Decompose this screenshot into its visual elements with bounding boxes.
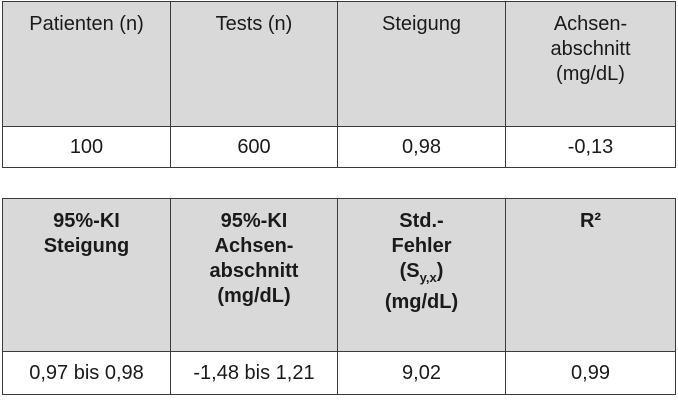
cell: -0,13 [505, 126, 676, 168]
header-text: Std.- [399, 210, 444, 232]
header-text: (mg/dL) [384, 291, 459, 313]
cell: -1,48 bis 1,21 [170, 351, 338, 395]
cell: 600 [170, 126, 338, 168]
header-cell: Tests (n) [170, 1, 338, 127]
header-cell: 95%-KI Achsen- abschnitt (mg/dL) [170, 198, 338, 352]
header-cell: Steigung [337, 1, 506, 127]
data-row: 100 600 0,98 -0,13 [2, 126, 676, 168]
header-cell: Std.- Fehler (Sy,x) (mg/dL) [337, 198, 506, 352]
cell: 9,02 [337, 351, 506, 395]
data-row: 0,97 bis 0,98 -1,48 bis 1,21 9,02 0,99 [2, 351, 676, 395]
header-row: Patienten (n) Tests (n) Steigung Achsen-… [2, 1, 676, 127]
header-row: 95%-KI Steigung 95%-KI Achsen- abschnitt… [2, 198, 676, 352]
header-cell: 95%-KI Steigung [2, 198, 171, 352]
cell: 0,99 [505, 351, 676, 395]
header-text: Fehler [391, 235, 452, 257]
header-cell: Patienten (n) [2, 1, 171, 127]
confidence-table: 95%-KI Steigung 95%-KI Achsen- abschnitt… [2, 198, 676, 395]
cell: 100 [2, 126, 171, 168]
subscript: y,x [419, 270, 437, 285]
regression-table: Patienten (n) Tests (n) Steigung Achsen-… [2, 1, 676, 168]
header-text: ) [436, 260, 444, 282]
cell: 0,97 bis 0,98 [2, 351, 171, 395]
header-cell: R² [505, 198, 676, 352]
header-cell: Achsen- abschnitt (mg/dL) [505, 1, 676, 127]
header-text: (S [399, 260, 420, 282]
cell: 0,98 [337, 126, 506, 168]
